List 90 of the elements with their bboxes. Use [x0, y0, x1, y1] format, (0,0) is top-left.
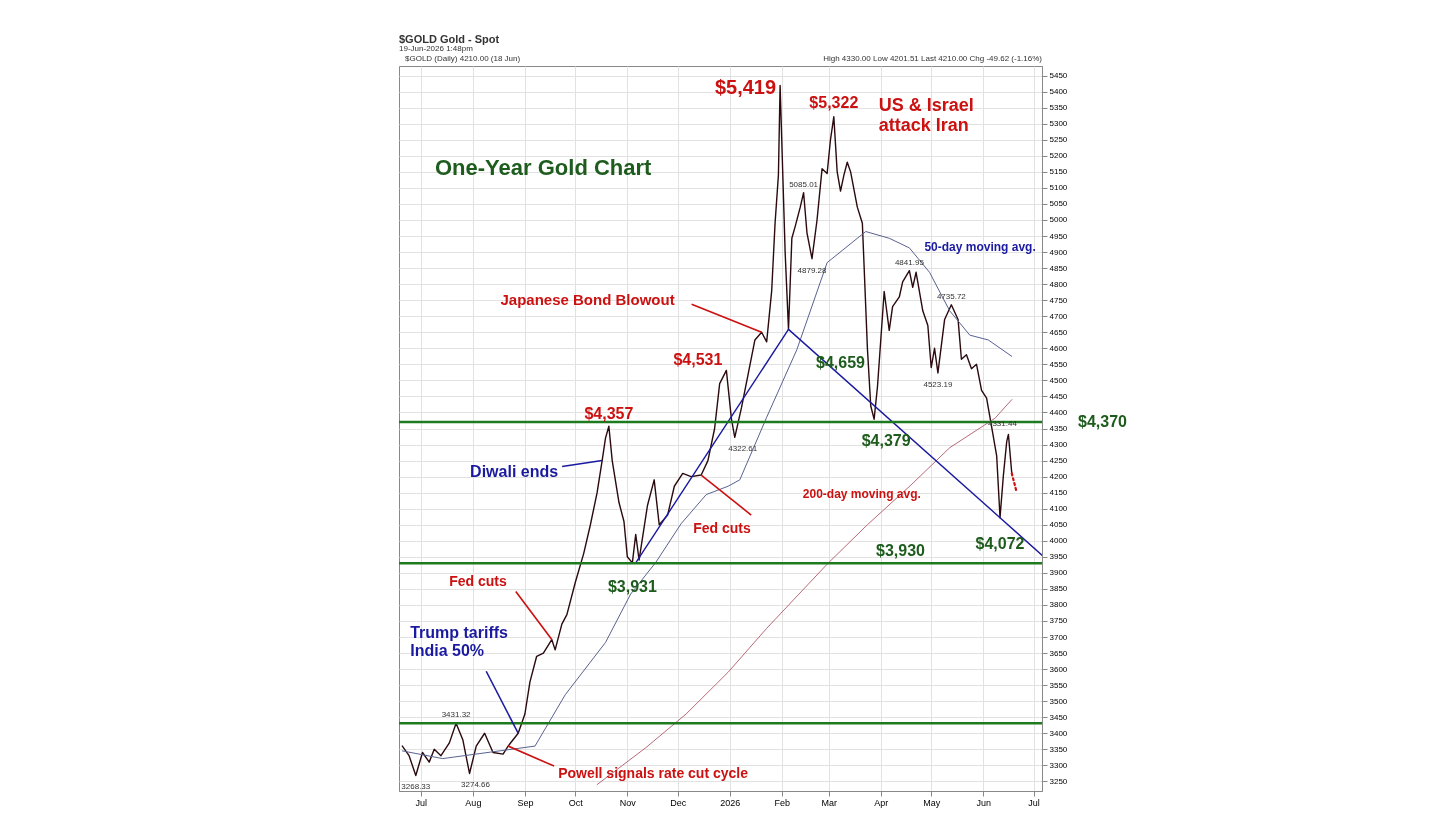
annotation: Diwali ends — [470, 462, 559, 480]
y-tick-label: 3300 — [1049, 760, 1068, 770]
y-tick-label: 4650 — [1049, 327, 1068, 337]
text: $GOLD (Daily) 4210.00 (18 Jun) — [405, 54, 521, 63]
y-tick-label: 4750 — [1049, 295, 1068, 305]
x-tick-label: Oct — [568, 797, 584, 808]
y-tick-label: 4950 — [1049, 231, 1068, 241]
annotation: US & Israel attack Iran — [878, 94, 974, 135]
y-tick-label: 4150 — [1049, 488, 1068, 498]
y-tick-label: 3650 — [1049, 648, 1068, 658]
y-tick-label: 4550 — [1049, 359, 1068, 369]
y-tick-label: 5450 — [1049, 71, 1068, 81]
annotation: 4879.28 — [797, 265, 828, 275]
ref-line-label: $4,370 — [1078, 413, 1128, 431]
series-label: 50-day moving avg. — [924, 240, 1036, 255]
y-tick-label: 4050 — [1049, 520, 1068, 530]
y-tick-label: 3350 — [1049, 744, 1068, 754]
y-tick-label: 4600 — [1049, 343, 1068, 353]
y-tick-label: 3500 — [1049, 696, 1068, 706]
annotation: 3431.32 — [441, 710, 472, 720]
y-tick-label: 3600 — [1049, 664, 1068, 674]
y-tick-label: 5150 — [1049, 167, 1068, 177]
x-tick-label: Dec — [670, 797, 687, 808]
annotation: Trump tariffs India 50% — [410, 624, 509, 660]
x-tick-label: Aug — [465, 797, 482, 808]
text: $GOLD Gold - Spot — [399, 33, 500, 45]
y-tick-label: 5250 — [1049, 135, 1068, 145]
y-tick-label: 3250 — [1049, 776, 1068, 786]
y-tick-label: 4100 — [1049, 504, 1068, 514]
y-tick-label: 3950 — [1049, 552, 1068, 562]
x-tick-label: Sep — [517, 797, 534, 808]
text: One-Year Gold Chart — [435, 155, 653, 180]
y-tick-label: 5400 — [1049, 87, 1068, 97]
y-tick-label: 4400 — [1049, 407, 1068, 417]
y-tick-label: 4700 — [1049, 311, 1068, 321]
y-tick-label: 3750 — [1049, 616, 1068, 626]
annotation: 4523.19 — [923, 379, 953, 389]
annotation: 5085.01 — [789, 179, 819, 189]
x-tick-label: May — [923, 797, 941, 808]
annotation: 4841.95 — [894, 257, 925, 267]
y-tick-label: 5300 — [1049, 119, 1068, 129]
x-tick-label: Mar — [821, 797, 838, 808]
x-tick-label: Jul — [415, 797, 428, 808]
x-tick-label: Jun — [976, 797, 991, 808]
y-tick-label: 4250 — [1049, 456, 1068, 466]
annotation: $4,357 — [584, 405, 634, 423]
y-tick-label: 5350 — [1049, 103, 1068, 113]
annotation: Japanese Bond Blowout — [500, 291, 675, 309]
y-tick-label: 3550 — [1049, 680, 1068, 690]
y-tick-label: 3800 — [1049, 600, 1068, 610]
y-tick-label: 5200 — [1049, 151, 1068, 161]
x-tick-label: Apr — [874, 797, 889, 808]
x-tick-label: Jul — [1028, 797, 1040, 808]
annotation: $5,322 — [809, 93, 859, 111]
annotation: $4,379 — [861, 432, 911, 450]
y-tick-label: 3700 — [1049, 632, 1068, 642]
y-tick-label: 5000 — [1049, 215, 1068, 225]
y-tick-label: 3900 — [1049, 568, 1068, 578]
annotation: Fed cuts — [693, 520, 751, 537]
y-tick-label: 4300 — [1049, 440, 1068, 450]
x-tick-label: Nov — [619, 797, 637, 808]
annotation: $3,931 — [607, 577, 657, 595]
annotation: 3268.33 — [401, 782, 431, 792]
y-tick-label: 4450 — [1049, 391, 1068, 401]
y-tick-label: 4900 — [1049, 247, 1068, 257]
y-tick-label: 4200 — [1049, 472, 1068, 482]
ref-line-label: $3,930 — [876, 542, 926, 560]
y-tick-label: 3450 — [1049, 712, 1068, 722]
series-label: 200-day moving avg. — [802, 486, 921, 501]
text: High 4330.00 Low 4201.51 Last 4210.00 Chg -49.62 (-1.16%) — [823, 54, 1043, 63]
y-tick-label: 4500 — [1049, 375, 1068, 385]
annotation: Powell signals rate cut cycle — [558, 765, 749, 782]
y-tick-label: 3400 — [1049, 728, 1068, 738]
annotation: $4,072 — [975, 534, 1025, 552]
annotation: 4322.61 — [728, 444, 758, 454]
y-tick-label: 4850 — [1049, 263, 1068, 273]
y-tick-label: 5050 — [1049, 199, 1068, 209]
annotation: Fed cuts — [449, 572, 507, 589]
annotation: $5,419 — [714, 75, 777, 98]
y-tick-label: 4000 — [1049, 536, 1068, 546]
x-tick-label: 2026 — [720, 797, 741, 808]
text: 19-Jun-2026 1:48pm — [399, 44, 474, 53]
y-tick-label: 4800 — [1049, 279, 1068, 289]
x-tick-label: Feb — [774, 797, 791, 808]
annotation: $4,531 — [673, 351, 723, 369]
annotation: 4735.72 — [936, 291, 967, 301]
y-tick-label: 4350 — [1049, 424, 1068, 433]
annotation: 3274.66 — [461, 780, 491, 790]
y-tick-label: 5100 — [1049, 183, 1068, 193]
y-tick-label: 3850 — [1049, 584, 1068, 594]
